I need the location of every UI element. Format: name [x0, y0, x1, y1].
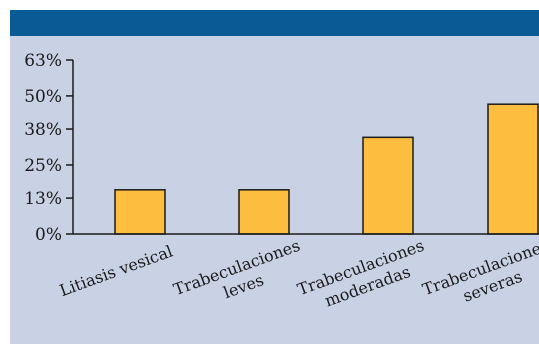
bar: [114, 189, 166, 235]
y-tick-label: 13%: [24, 189, 62, 209]
x-category-label: Trabeculacionesleves: [171, 236, 309, 318]
bars: [114, 103, 539, 235]
bar: [362, 136, 414, 235]
y-tick-label: 0%: [35, 225, 62, 245]
y-tick-label: 50%: [24, 87, 62, 107]
y-axis-ticks: [66, 59, 73, 235]
x-category-label: Trabeculacionesmoderadas: [295, 236, 433, 318]
y-tick-label: 63%: [24, 51, 62, 71]
bar: [487, 103, 539, 235]
x-category-label-line: Litiasis vesical: [57, 242, 175, 301]
header-bar: [10, 10, 539, 36]
bar-chart: 0%13%25%38%50%63% Litiasis vesicalTrabec…: [24, 51, 539, 318]
y-tick-label: 38%: [24, 120, 62, 140]
x-category-label: Litiasis vesical: [57, 242, 175, 301]
y-tick-label: 25%: [24, 156, 62, 176]
bar: [238, 189, 290, 235]
x-category-label: Trabeculacionesseveras: [420, 236, 539, 318]
y-axis-tick-labels: 0% 13% 25% 38% 50% 63%: [24, 51, 62, 245]
chart-panel: 0% 13% 25% 38% 50% 63% Litiasis vesical Trabec…: [10, 36, 539, 344]
